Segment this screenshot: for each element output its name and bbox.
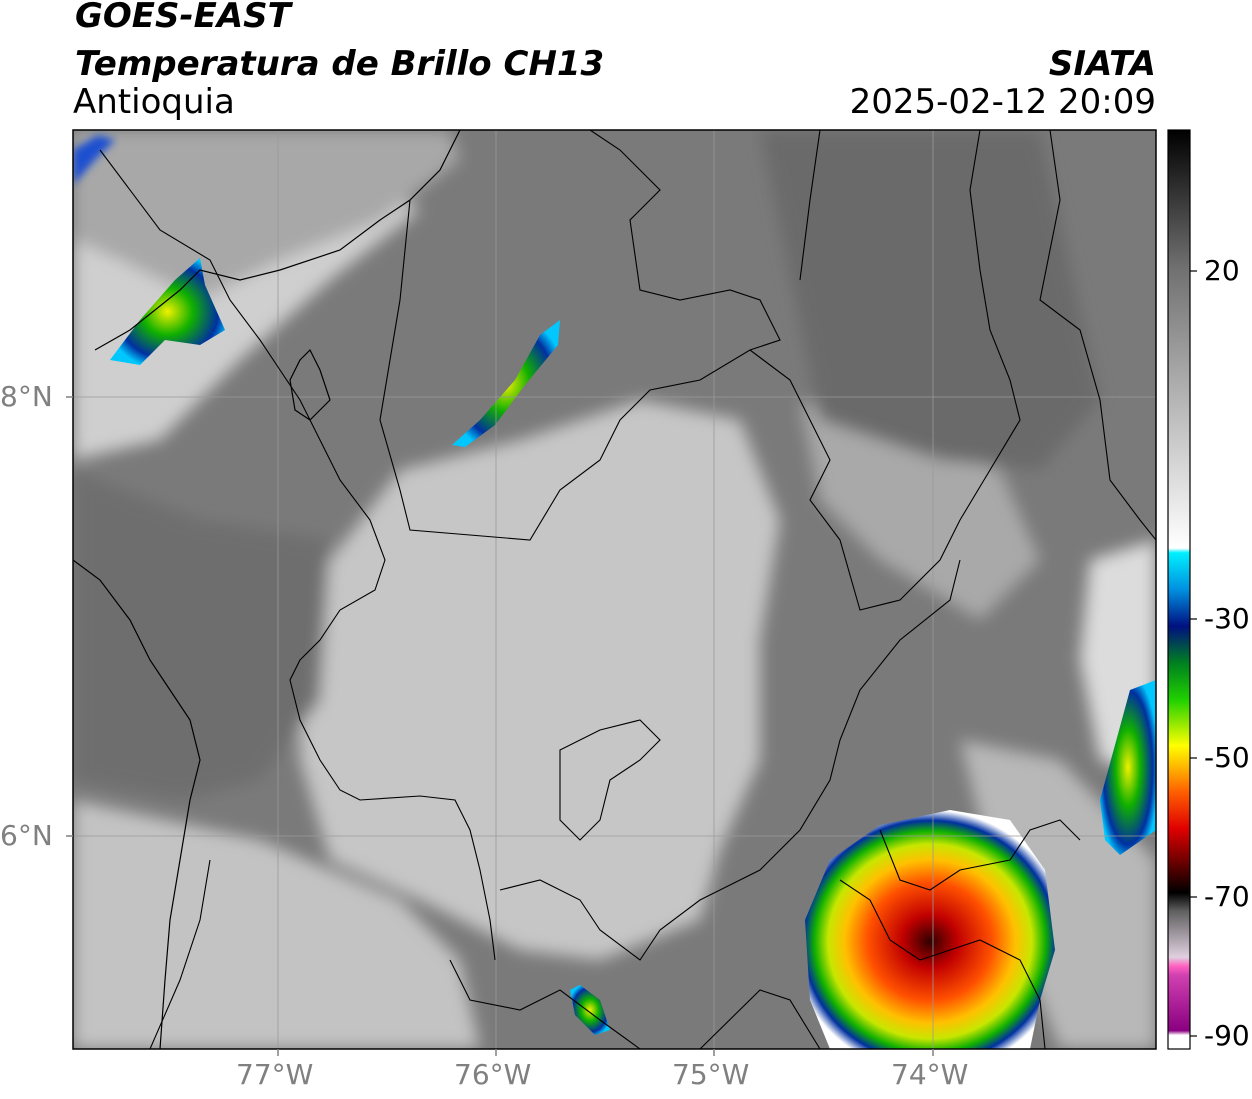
cold-cell-south [570,985,610,1035]
colorbar-ticks [1190,270,1197,1037]
cold-cell-east [1100,680,1156,855]
lon-label-77w: 77°W [236,1058,314,1091]
organization-label: SIATA [1048,44,1156,84]
cold-cell-north [452,320,560,447]
lon-label-76w: 76°W [454,1058,532,1091]
administrative-boundaries [99,130,1156,1049]
coastline [73,130,461,1049]
region-label: Antioquia [73,82,235,122]
convective-storm [805,810,1055,1049]
product-title: Temperatura de Brillo CH13 [75,44,605,84]
colorbar-label-minus90: -90 [1204,1019,1250,1052]
axis-ticks [66,396,934,1056]
satellite-title: GOES-EAST [75,0,291,36]
cold-cell-corner [73,135,115,185]
colorbar-label-minus50: -50 [1204,741,1250,774]
graticule [73,130,1156,1049]
lat-label-6n: 6°N [0,819,53,852]
datetime-label: 2025-02-12 20:09 [849,82,1156,122]
colorbar [1168,130,1190,1049]
lat-label-8n: 8°N [0,380,53,413]
map-frame [72,129,1157,1050]
colorbar-frame [1167,129,1191,1050]
colorbar-label-minus30: -30 [1204,602,1250,635]
lon-label-75w: 75°W [672,1058,750,1091]
colorbar-label-minus70: -70 [1204,880,1250,913]
lon-label-74w: 74°W [891,1058,969,1091]
colorbar-label-20: 20 [1204,254,1240,287]
cold-cell-northwest [110,258,225,365]
